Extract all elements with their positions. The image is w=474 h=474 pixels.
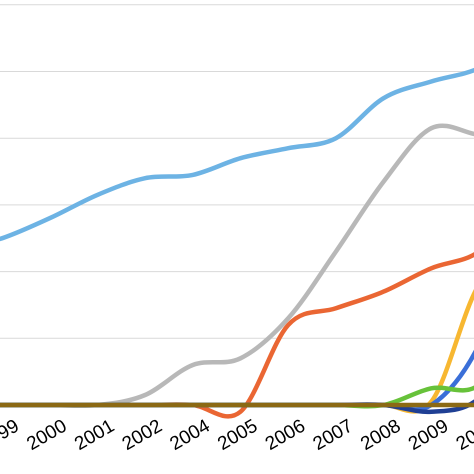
x-tick-label: 2005 — [214, 416, 261, 455]
x-tick-label: 2000 — [23, 416, 70, 455]
x-tick-label: 2006 — [262, 416, 309, 455]
series-line-1 — [0, 67, 474, 242]
series-line-7 — [0, 399, 474, 415]
series-line-3 — [0, 252, 474, 419]
series-line-6 — [0, 385, 474, 409]
x-axis-tick-labels: 1999 2000 2001 2002 2004 2005 2006 2007 2008 2009… — [0, 415, 474, 455]
x-tick-label: 2008 — [357, 416, 404, 455]
gridlines — [0, 4, 474, 339]
x-tick-label: 2001 — [71, 416, 118, 455]
series-lines — [0, 67, 474, 419]
series-line-4 — [0, 289, 474, 414]
x-tick-label: 2009 — [405, 416, 452, 455]
series-line-2 — [0, 123, 474, 408]
x-tick-label: 2010 — [453, 416, 474, 455]
x-tick-label: 2007 — [310, 416, 357, 455]
x-tick-label: 2002 — [119, 416, 166, 455]
x-tick-label: 2004 — [166, 415, 213, 455]
x-tick-label: 1999 — [0, 416, 23, 455]
